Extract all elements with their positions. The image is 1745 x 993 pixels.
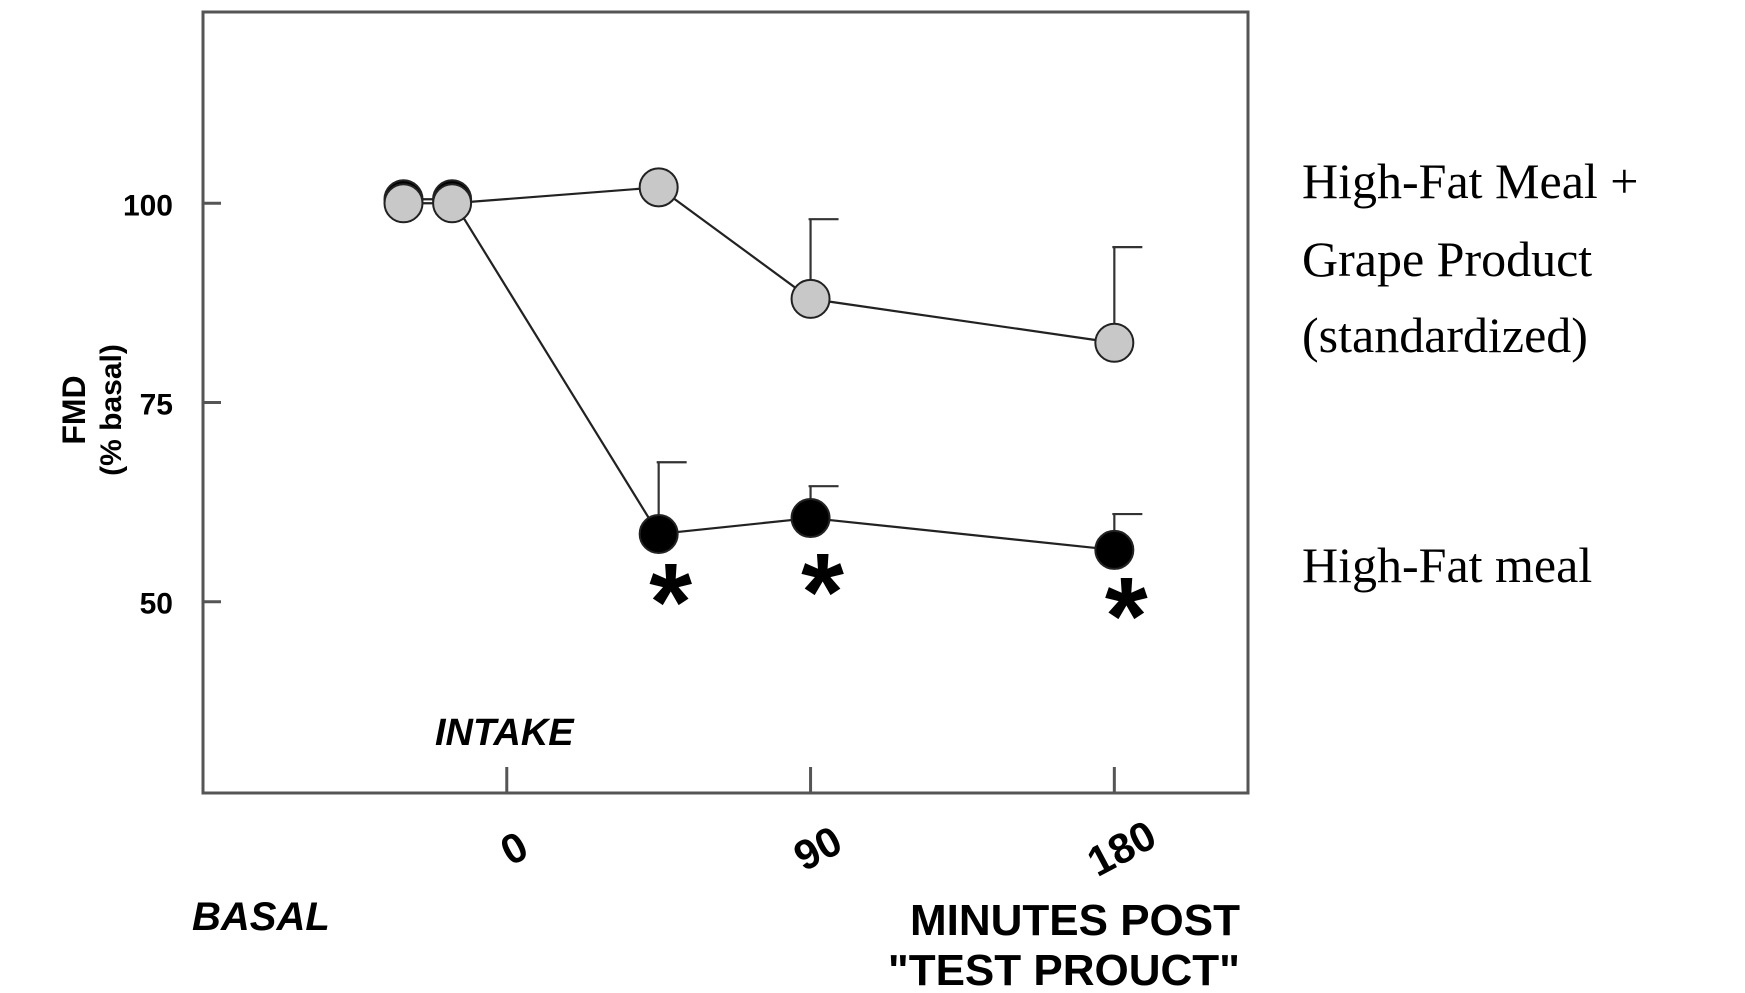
x-tick-label-0: 0 [493,822,536,874]
legend-highfat-line-1: High-Fat meal [1302,537,1592,593]
legend-grape-line-2: Grape Product [1302,231,1592,287]
data-point-0-0 [383,183,424,224]
x-tick-label-90: 90 [786,816,849,879]
significance-star-0: * [649,541,692,664]
legend-grape-line-3: (standardized) [1302,307,1588,363]
x-axis-label-line-1: MINUTES POST [910,896,1240,945]
y-tick-label-50: 50 [140,588,173,621]
y-axis-label: FMD (% basal) [56,344,128,476]
y-axis-label-line-2: (% basal) [95,344,128,476]
legend-grape: High-Fat Meal + Grape Product (standardi… [1302,153,1638,363]
significance-star-2: * [1105,555,1148,678]
legend-highfat: High-Fat meal [1302,537,1592,593]
x-tick-label-180: 180 [1080,811,1164,885]
data-point-1-3 [790,498,831,539]
data-point-0-3 [790,278,831,319]
plot-frame [201,10,1250,795]
intake-annotation: INTAKE [435,712,575,754]
legend-grape-line-1: High-Fat Meal + [1302,153,1638,209]
data-point-0-4 [1094,322,1135,363]
y-axis-label-line-1: FMD [56,375,92,444]
data-point-0-1 [432,183,473,224]
y-tick-label-100: 100 [123,189,173,222]
data-point-0-2 [638,167,679,208]
series-line-0 [403,186,1115,344]
x-axis-label-line-2: "TEST PROUCT" [888,946,1240,993]
series-line-1 [403,198,1115,552]
data-point-1-2 [638,513,679,554]
data-point-1-4 [1094,529,1135,570]
y-tick-label-75: 75 [140,389,173,422]
basal-annotation: BASAL [192,895,330,939]
significance-star-1: * [801,531,844,654]
